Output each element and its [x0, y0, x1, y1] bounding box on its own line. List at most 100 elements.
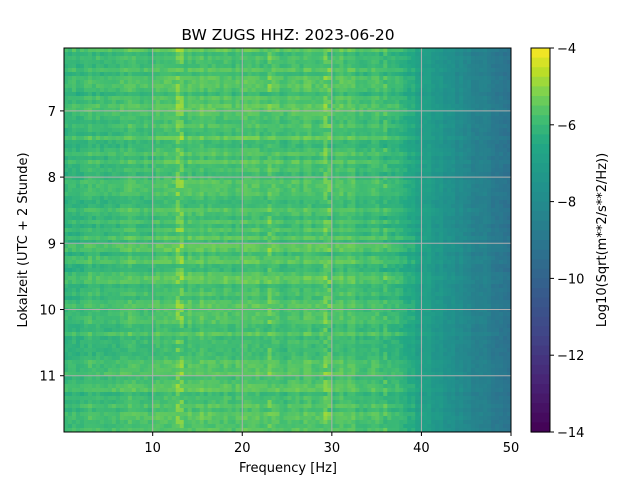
spectrogram-cell	[119, 216, 125, 221]
spectrogram-cell	[463, 168, 468, 173]
spectrogram-cell	[83, 164, 89, 169]
spectrogram-cell	[283, 204, 289, 209]
spectrogram-cell	[479, 116, 484, 121]
spectrogram-cell	[375, 64, 380, 69]
spectrogram-cell	[111, 172, 117, 177]
spectrogram-cell	[67, 224, 73, 229]
spectrogram-cell	[323, 152, 329, 157]
spectrogram-cell	[67, 144, 73, 149]
spectrogram-cell	[463, 212, 468, 217]
spectrogram-cell	[183, 196, 189, 201]
spectrogram-cell	[439, 180, 444, 185]
spectrogram-cell	[503, 140, 508, 145]
spectrogram-cell	[475, 104, 480, 109]
spectrogram-cell	[439, 184, 444, 189]
spectrogram-cell	[299, 208, 305, 213]
spectrogram-cell	[479, 204, 484, 209]
spectrogram-cell	[67, 180, 73, 185]
spectrogram-cell	[311, 64, 317, 69]
spectrogram-cell	[107, 224, 113, 229]
spectrogram-cell	[339, 104, 344, 109]
spectrogram-cell	[215, 200, 221, 205]
spectrogram-cell	[207, 116, 213, 121]
spectrogram-cell	[247, 84, 253, 89]
spectrogram-cell	[371, 100, 376, 105]
spectrogram-cell	[64, 224, 69, 229]
spectrogram-cell	[87, 64, 93, 69]
spectrogram-cell	[275, 80, 281, 85]
spectrogram-cell	[395, 156, 400, 161]
spectrogram-cell	[455, 148, 460, 153]
spectrogram-cell	[263, 120, 269, 125]
spectrogram-cell	[323, 52, 329, 57]
spectrogram-cell	[191, 148, 197, 153]
spectrogram-cell	[267, 60, 273, 65]
spectrogram-cell	[143, 112, 149, 117]
spectrogram-cell	[375, 172, 380, 177]
spectrogram-cell	[79, 188, 85, 193]
spectrogram-cell	[331, 136, 336, 141]
spectrogram-cell	[271, 200, 277, 205]
spectrogram-cell	[487, 220, 492, 225]
spectrogram-cell	[423, 180, 428, 185]
spectrogram-cell	[159, 144, 165, 149]
spectrogram-cell	[483, 140, 488, 145]
spectrogram-cell	[371, 192, 376, 197]
spectrogram-cell	[263, 216, 269, 221]
spectrogram-cell	[479, 200, 484, 205]
spectrogram-cell	[131, 220, 137, 225]
spectrogram-cell	[503, 164, 508, 169]
spectrogram-cell	[363, 136, 368, 141]
spectrogram-cell	[367, 92, 372, 97]
spectrogram-cell	[199, 92, 205, 97]
spectrogram-cell	[95, 76, 101, 81]
spectrogram-cell	[427, 128, 432, 133]
spectrogram-cell	[215, 88, 221, 93]
spectrogram-cell	[467, 164, 472, 169]
spectrogram-cell	[135, 120, 141, 125]
spectrogram-cell	[443, 196, 448, 201]
spectrogram-cell	[263, 48, 269, 53]
spectrogram-cell	[423, 136, 428, 141]
spectrogram-cell	[443, 116, 448, 121]
spectrogram-cell	[359, 156, 364, 161]
spectrogram-cell	[423, 152, 428, 157]
spectrogram-cell	[459, 92, 464, 97]
spectrogram-cell	[199, 172, 205, 177]
spectrogram-cell	[387, 88, 392, 93]
spectrogram-cell	[435, 164, 440, 169]
spectrogram-cell	[183, 112, 189, 117]
spectrogram-cell	[259, 140, 265, 145]
spectrogram-cell	[399, 140, 404, 145]
spectrogram-cell	[143, 140, 149, 145]
spectrogram-cell	[163, 132, 169, 137]
spectrogram-cell	[367, 60, 372, 65]
spectrogram-cell	[279, 200, 285, 205]
spectrogram-cell	[147, 112, 153, 117]
spectrogram-cell	[335, 176, 340, 181]
spectrogram-cell	[243, 184, 249, 189]
spectrogram-cell	[427, 192, 432, 197]
spectrogram-cell	[203, 120, 209, 125]
spectrogram-cell	[371, 188, 376, 193]
spectrogram-cell	[483, 108, 488, 113]
spectrogram-cell	[479, 156, 484, 161]
spectrogram-cell	[367, 100, 372, 105]
spectrogram-cell	[503, 112, 508, 117]
spectrogram-cell	[479, 72, 484, 77]
spectrogram-cell	[471, 184, 476, 189]
spectrogram-cell	[255, 152, 261, 157]
spectrogram-cell	[363, 104, 368, 109]
spectrogram-cell	[451, 108, 456, 113]
spectrogram-cell	[451, 216, 456, 221]
spectrogram-cell	[199, 120, 205, 125]
spectrogram-cell	[407, 132, 412, 137]
spectrogram-cell	[227, 164, 233, 169]
spectrogram-cell	[471, 80, 476, 85]
spectrogram-cell	[387, 104, 392, 109]
spectrogram-cell	[247, 136, 253, 141]
spectrogram-cell	[195, 68, 201, 73]
spectrogram-cell	[355, 52, 360, 57]
spectrogram-cell	[267, 104, 273, 109]
spectrogram-cell	[387, 52, 392, 57]
